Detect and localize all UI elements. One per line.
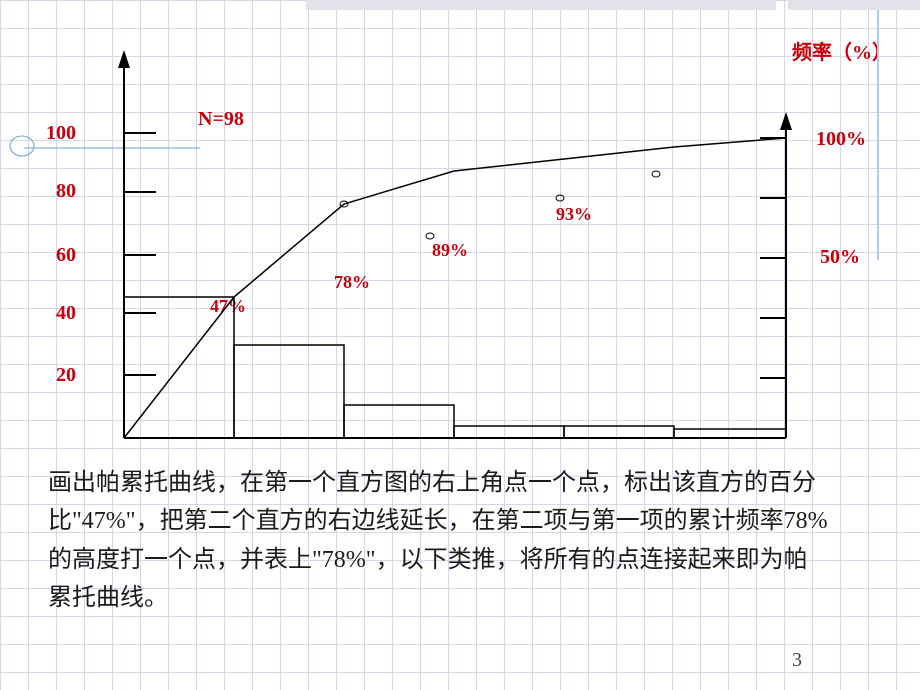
chart-svg	[0, 0, 920, 460]
page-number: 3	[792, 649, 802, 672]
description-text: 画出帕累托曲线，在第一个直方图的右上角点一个点，标出该直方的百分比"47%"，把…	[48, 464, 828, 618]
